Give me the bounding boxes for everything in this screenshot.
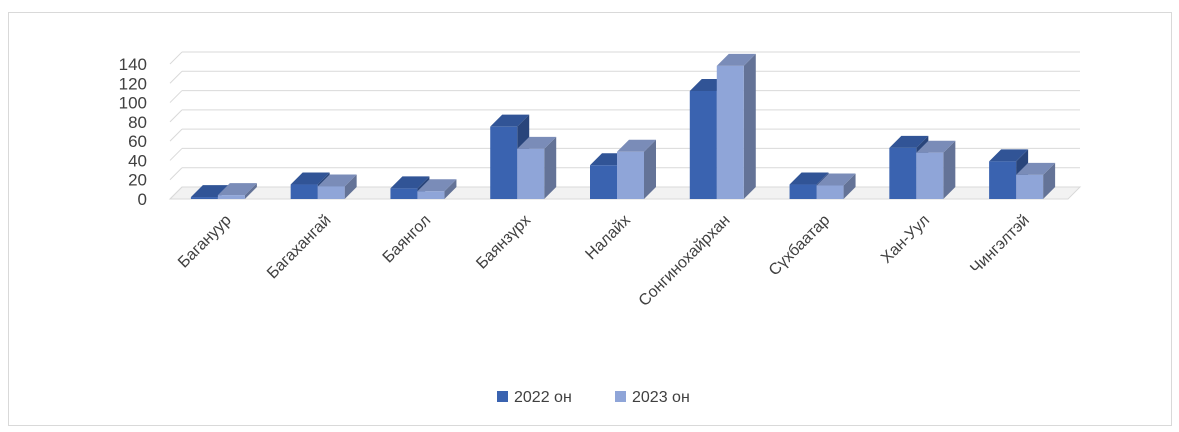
x-category-label: Сүхбаатар [766,212,834,280]
x-category-label: Налайх [582,212,633,263]
bar-2023 [916,140,956,199]
legend-swatch [497,391,508,402]
y-tick-label: 120 [119,74,147,93]
gridline-wall-edge [169,70,183,84]
x-category-label: Баянзүрх [473,212,534,273]
x-category-label: Чингэлтэй [967,212,1033,278]
legend-label: 2022 он [514,389,572,406]
gridline-wall-edge [169,128,183,142]
y-tick-label: 0 [138,190,147,209]
chart-frame [8,12,1172,426]
gridline-wall-edge [169,109,183,123]
bar-2023 [716,53,756,199]
gridline-wall-edge [169,186,183,200]
bar-2023 [217,183,257,199]
gridline-wall-edge [169,167,183,181]
legend-swatch [615,391,626,402]
x-category-label: Багануур [175,212,235,272]
x-category-label: Баянгол [380,212,435,267]
y-tick-label: 100 [119,94,147,113]
bar-2023 [1016,162,1056,199]
bar-2023 [417,179,457,199]
x-category-label: Сонгинохайрхан [636,212,734,310]
x-category-label: Хан-Уул [878,212,933,267]
bar-2023 [816,173,856,199]
y-tick-label: 20 [128,171,147,190]
gridline-wall-edge [169,51,183,65]
y-tick-label: 80 [128,113,147,132]
gridline-wall-edge [169,148,183,161]
y-tick-label: 40 [128,151,147,170]
y-tick-label: 60 [128,132,147,151]
x-category-label: Багахангай [264,212,334,282]
bar-2023 [617,139,656,199]
gridline-wall-edge [169,90,183,103]
bar-2023 [317,174,357,199]
y-tick-label: 140 [119,55,147,74]
bar-2023 [517,136,557,199]
legend-label: 2023 он [632,389,690,406]
